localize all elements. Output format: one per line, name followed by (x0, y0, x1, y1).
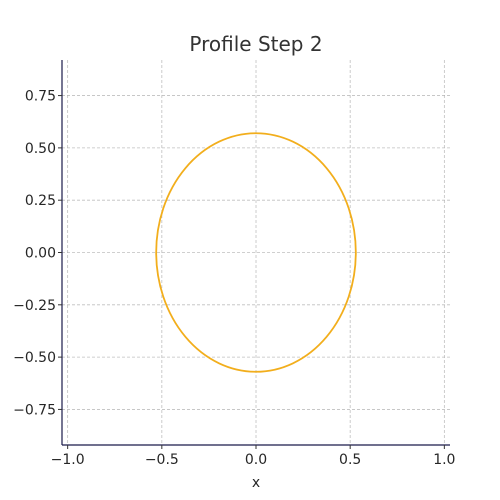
y-tick-label-3: 0.00 (25, 246, 56, 262)
x-tick-label-3: 0.5 (339, 452, 361, 468)
profile-curve-0 (155, 132, 357, 373)
axes (58, 60, 450, 449)
tick-labels: −1.0 −0.5 0.0 0.5 1.0 −0.75 −0.50 −0.25 0.00 0.25… (13, 89, 455, 468)
y-tick-label-1: −0.50 (13, 350, 56, 366)
y-tick-label-2: −0.25 (13, 298, 56, 314)
y-tick-label-5: 0.50 (25, 141, 56, 157)
chart-title: Profile Step 2 (189, 32, 322, 56)
x-tick-label-2: 0.0 (245, 452, 267, 468)
y-tick-label-0: −0.75 (13, 402, 56, 418)
x-tick-label-1: −0.5 (145, 452, 179, 468)
series-layer (155, 132, 357, 373)
x-tick-label-0: −1.0 (51, 452, 85, 468)
y-tick-label-4: 0.25 (25, 193, 56, 209)
x-axis-label: x (252, 475, 260, 491)
y-tick-label-6: 0.75 (25, 89, 56, 105)
x-tick-label-4: 1.0 (433, 452, 455, 468)
grid-lines (62, 60, 450, 445)
